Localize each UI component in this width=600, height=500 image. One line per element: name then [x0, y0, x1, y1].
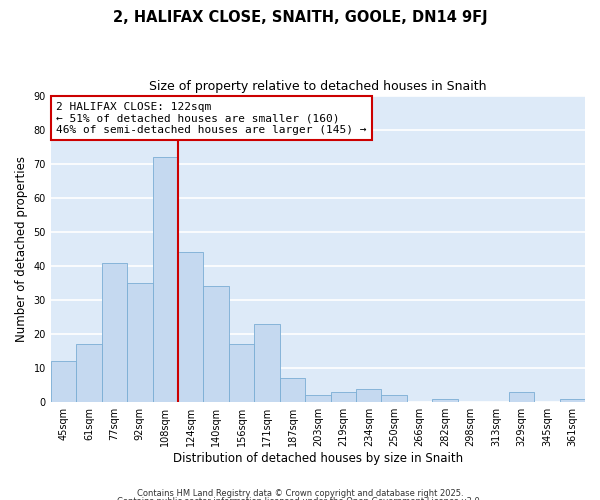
Bar — [203, 286, 229, 402]
Bar — [560, 399, 585, 402]
Bar — [280, 378, 305, 402]
Text: 2 HALIFAX CLOSE: 122sqm
← 51% of detached houses are smaller (160)
46% of semi-d: 2 HALIFAX CLOSE: 122sqm ← 51% of detache… — [56, 102, 367, 135]
Text: Contains public sector information licensed under the Open Government Licence v3: Contains public sector information licen… — [118, 497, 482, 500]
Bar — [127, 283, 152, 402]
Text: 2, HALIFAX CLOSE, SNAITH, GOOLE, DN14 9FJ: 2, HALIFAX CLOSE, SNAITH, GOOLE, DN14 9F… — [113, 10, 487, 25]
Bar — [356, 388, 382, 402]
Bar — [331, 392, 356, 402]
Bar — [509, 392, 534, 402]
X-axis label: Distribution of detached houses by size in Snaith: Distribution of detached houses by size … — [173, 452, 463, 465]
Title: Size of property relative to detached houses in Snaith: Size of property relative to detached ho… — [149, 80, 487, 93]
Bar — [76, 344, 101, 402]
Bar — [305, 396, 331, 402]
Bar — [152, 157, 178, 402]
Bar — [254, 324, 280, 402]
Bar — [178, 252, 203, 402]
Bar — [51, 362, 76, 402]
Bar — [433, 399, 458, 402]
Bar — [101, 262, 127, 402]
Bar — [382, 396, 407, 402]
Y-axis label: Number of detached properties: Number of detached properties — [15, 156, 28, 342]
Bar — [229, 344, 254, 402]
Text: Contains HM Land Registry data © Crown copyright and database right 2025.: Contains HM Land Registry data © Crown c… — [137, 488, 463, 498]
